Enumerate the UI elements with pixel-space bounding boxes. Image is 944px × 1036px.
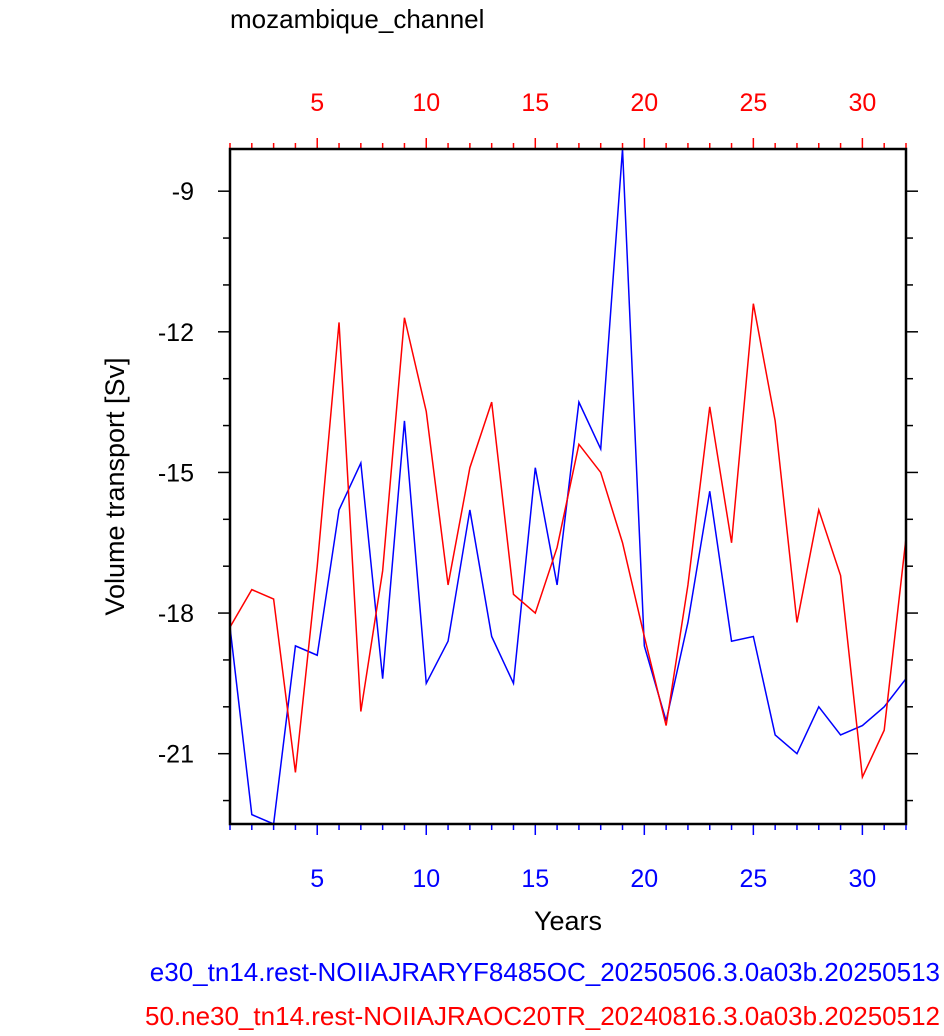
y-tick-label: -12 [158, 319, 194, 347]
x-tick-label-bottom: 15 [521, 865, 549, 893]
y-tick-label: -15 [158, 459, 194, 487]
x-tick-label-top: 20 [630, 89, 658, 117]
x-tick-label-bottom: 10 [412, 865, 440, 893]
case-label-1: e30_tn14.rest-NOIIAJRARYF8485OC_20250506… [150, 957, 940, 987]
plot-frame [228, 147, 908, 826]
x-tick-label-top: 15 [521, 89, 549, 117]
y-tick-label: -9 [172, 178, 194, 206]
x-tick-label-top: 25 [739, 89, 767, 117]
x-tick-label-bottom: 20 [630, 865, 658, 893]
plot-lines [229, 148, 907, 826]
chart-title: mozambique_channel [230, 4, 484, 34]
x-tick-label-bottom: 30 [848, 865, 876, 893]
x-tick-label-bottom: 5 [310, 865, 324, 893]
x-tick-label-top: 5 [310, 89, 324, 117]
axis-ticks: 5 5 10 10 15 15 20 20 25 25 30 30 -9 -12 -15 -18 -21 [158, 89, 918, 893]
x-axis-label: Years [534, 906, 602, 936]
series-line-1 [229, 148, 907, 826]
x-tick-label-top: 30 [848, 89, 876, 117]
series-line-2 [229, 303, 907, 780]
case-labels: e30_tn14.rest-NOIIAJRARYF8485OC_20250506… [145, 957, 940, 1031]
y-tick-label: -18 [158, 600, 194, 628]
x-tick-label-top: 10 [412, 89, 440, 117]
y-axis-label: Volume transport [Sv] [100, 357, 130, 615]
case-label-2: 50.ne30_tn14.rest-NOIIAJRAOC20TR_2024081… [145, 1001, 940, 1031]
y-tick-label: -21 [158, 741, 194, 769]
x-tick-label-bottom: 25 [739, 865, 767, 893]
